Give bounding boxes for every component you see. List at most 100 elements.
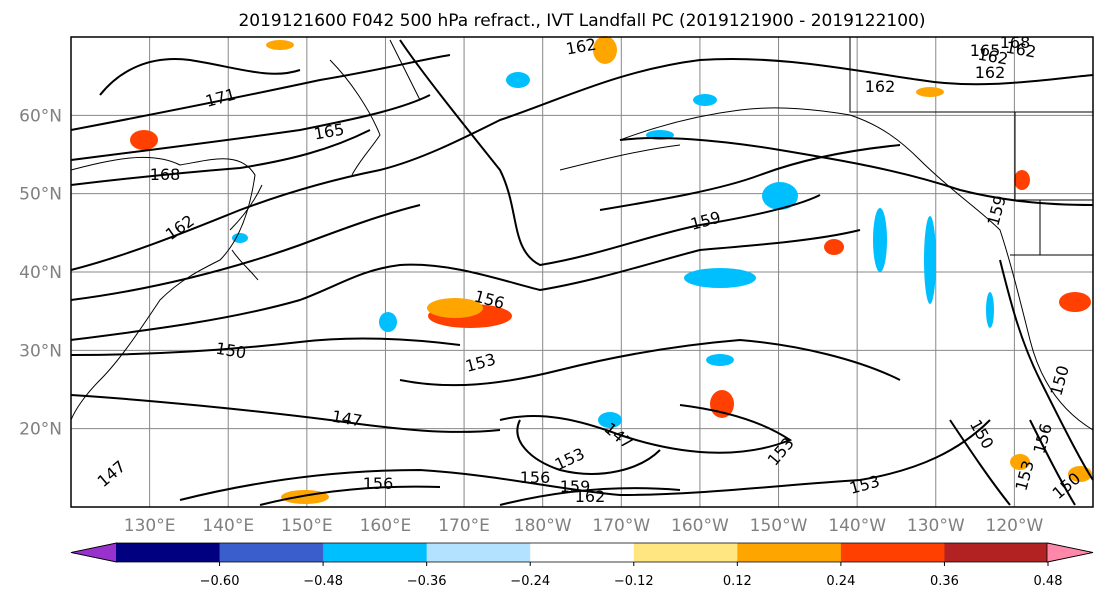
colorbar bbox=[70, 542, 1094, 563]
contour-label: 156 bbox=[363, 474, 394, 493]
colorbar-extend-high bbox=[1046, 542, 1094, 563]
coastline-kamchatka bbox=[329, 39, 421, 176]
x-tick-label: 150°W bbox=[750, 516, 808, 536]
shading bbox=[130, 36, 1092, 504]
contour-line bbox=[70, 94, 431, 161]
chart-title: 2019121600 F042 500 hPa refract., IVT La… bbox=[238, 11, 925, 31]
contour-line bbox=[619, 137, 1094, 206]
shade-blob bbox=[1059, 292, 1091, 312]
colorbar-tick-label: −0.12 bbox=[614, 574, 654, 589]
shade-blob bbox=[427, 298, 483, 318]
coastlines bbox=[70, 37, 1094, 431]
shade-blob bbox=[824, 239, 844, 255]
colorbar-tick-label: 0.12 bbox=[723, 574, 752, 589]
shade-blob bbox=[593, 36, 617, 64]
shade-blob bbox=[693, 94, 717, 106]
contour-line bbox=[259, 485, 681, 506]
contour-line bbox=[399, 338, 901, 387]
coastline-aleutians bbox=[559, 144, 681, 171]
colorbar-extend-low bbox=[70, 542, 118, 563]
shade-blob bbox=[130, 130, 158, 150]
x-tick-label: 140°W bbox=[828, 516, 886, 536]
colorbar-tick-label: 0.48 bbox=[1034, 574, 1063, 589]
contour-line bbox=[70, 144, 901, 301]
x-axis-ticks: 130°E 140°E 150°E 160°E 170°E 180°W 170°W 160°W… bbox=[124, 516, 1044, 536]
contour-line bbox=[70, 58, 1094, 271]
y-tick-label: 20°N bbox=[19, 420, 62, 440]
x-tick-label: 130°E bbox=[124, 516, 176, 536]
contour-line bbox=[999, 259, 1094, 481]
colorbar-segment bbox=[426, 543, 531, 562]
colorbar-segment bbox=[530, 543, 635, 562]
x-tick-label: 120°W bbox=[986, 516, 1044, 536]
shade-blob bbox=[762, 182, 798, 210]
y-tick-label: 60°N bbox=[19, 106, 62, 126]
y-axis-ticks: 20°N 30°N 40°N 50°N 60°N bbox=[19, 106, 62, 439]
shade-blob bbox=[1010, 454, 1030, 470]
shade-blob bbox=[873, 208, 887, 272]
shade-blob bbox=[706, 354, 734, 366]
contour-line bbox=[70, 54, 451, 131]
colorbar-tick-label: 0.24 bbox=[826, 574, 855, 589]
colorbar-tick-label: −0.24 bbox=[510, 574, 550, 589]
shade-blob bbox=[1014, 170, 1030, 190]
y-tick-label: 50°N bbox=[19, 185, 62, 205]
colorbar-ticks: −0.60 −0.48 −0.36 −0.24 −0.12 0.12 0.24 0.36 0.4… bbox=[200, 562, 1063, 589]
x-tick-label: 130°W bbox=[907, 516, 965, 536]
x-tick-label: 140°E bbox=[202, 516, 254, 536]
coastline-asia bbox=[70, 156, 256, 421]
y-tick-label: 30°N bbox=[19, 341, 62, 361]
contour-line bbox=[399, 39, 821, 267]
colorbar-segment bbox=[116, 543, 221, 562]
border-canada-us bbox=[849, 37, 1093, 201]
shade-blob bbox=[598, 412, 622, 428]
colorbar-segment bbox=[219, 543, 324, 562]
colorbar-outline bbox=[70, 542, 1094, 563]
contour-line bbox=[516, 419, 661, 475]
contour-line bbox=[179, 419, 991, 501]
contour-line bbox=[99, 58, 301, 96]
contour-label: 165 bbox=[970, 41, 1001, 60]
colorbar-segment bbox=[944, 543, 1049, 562]
colorbar-segment bbox=[633, 543, 738, 562]
contour-line bbox=[499, 404, 793, 454]
x-tick-label: 170°W bbox=[592, 516, 650, 536]
contour-label: 168 bbox=[150, 165, 181, 184]
contour-line bbox=[949, 419, 1076, 506]
colorbar-segment bbox=[737, 543, 842, 562]
colorbar-tick-label: −0.48 bbox=[303, 574, 343, 589]
colorbar-segment bbox=[840, 543, 945, 562]
contour-line bbox=[70, 129, 371, 186]
x-tick-label: 170°E bbox=[438, 516, 490, 536]
contour-label: 159 bbox=[560, 477, 591, 496]
contour-label: 162 bbox=[975, 63, 1006, 82]
contour-line bbox=[70, 337, 461, 356]
colorbar-tick-label: −0.60 bbox=[200, 574, 240, 589]
colorbar-segment bbox=[323, 543, 428, 562]
contour-label: 162 bbox=[865, 77, 896, 96]
contour-label: 162 bbox=[575, 487, 606, 506]
shade-blob bbox=[916, 87, 944, 97]
shade-blob bbox=[266, 40, 294, 50]
shade-blob bbox=[379, 312, 397, 332]
y-tick-label: 40°N bbox=[19, 263, 62, 283]
x-tick-label: 160°E bbox=[360, 516, 412, 536]
border-states bbox=[1010, 200, 1093, 256]
contour-line bbox=[70, 229, 861, 341]
shade-blob bbox=[924, 216, 936, 304]
x-tick-label: 180°W bbox=[514, 516, 572, 536]
shade-blob bbox=[986, 292, 994, 328]
plot-frame bbox=[70, 36, 1094, 508]
shade-blob bbox=[232, 233, 248, 243]
colorbar-tick-label: −0.36 bbox=[407, 574, 447, 589]
contour-label: 168 bbox=[1000, 33, 1031, 52]
shade-blob bbox=[684, 268, 756, 288]
shade-blob bbox=[506, 72, 530, 88]
contours bbox=[70, 39, 1094, 506]
coastline-alaska bbox=[619, 107, 1094, 431]
x-tick-label: 150°E bbox=[281, 516, 333, 536]
colorbar-tick-label: 0.36 bbox=[930, 574, 959, 589]
contour-line bbox=[70, 394, 501, 433]
